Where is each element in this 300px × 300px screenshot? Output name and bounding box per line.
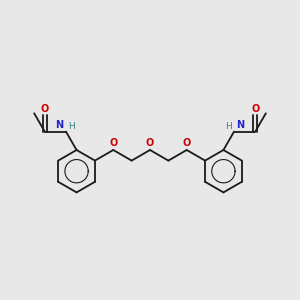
Text: O: O — [109, 138, 117, 148]
Text: N: N — [56, 120, 64, 130]
Text: O: O — [183, 138, 191, 148]
Text: H: H — [68, 122, 75, 131]
Text: O: O — [146, 138, 154, 148]
Text: N: N — [236, 120, 244, 130]
Text: O: O — [251, 104, 260, 114]
Text: O: O — [40, 104, 49, 114]
Text: H: H — [225, 122, 232, 131]
